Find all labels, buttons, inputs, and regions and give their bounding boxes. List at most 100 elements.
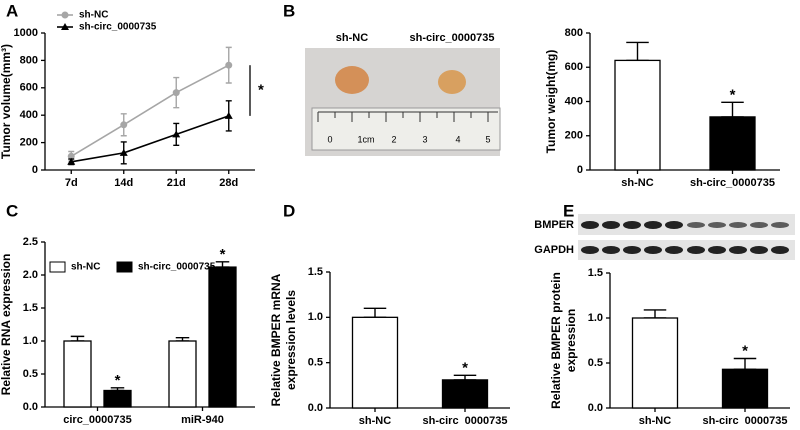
y-tick-label: 0.5	[588, 357, 603, 369]
y-tick-label: 600	[20, 82, 38, 94]
marker	[61, 23, 69, 30]
panel-letter: D	[283, 201, 295, 220]
annotation: *	[258, 82, 264, 99]
ruler-label: 3	[422, 134, 427, 144]
x-tick-label: sh-circ_0000735	[702, 415, 787, 425]
ruler-label: 4	[455, 134, 460, 144]
error-bar	[363, 307, 387, 319]
bar	[63, 340, 92, 408]
y-tick-label: 1.5	[588, 267, 603, 279]
bar	[103, 389, 132, 408]
value-annotation: *	[115, 372, 121, 389]
legend-swatch	[116, 261, 133, 273]
y-tick-label: 0.5	[23, 368, 38, 380]
y-tick-label: 0	[32, 164, 38, 176]
marker	[119, 148, 128, 156]
blot-label: GAPDH	[534, 244, 574, 256]
marker	[225, 61, 233, 69]
blot-label: BMPER	[534, 219, 574, 231]
x-tick-label: sh-circ_0000735	[690, 177, 775, 189]
bar	[168, 340, 197, 408]
x-tick-label: sh-NC	[359, 415, 391, 425]
y-tick-label: 1.5	[308, 266, 323, 278]
bar	[614, 59, 661, 171]
x-tick-label: 21d	[167, 177, 186, 189]
ruler-label: 2	[391, 134, 396, 144]
marker	[67, 152, 75, 160]
y-tick-label: 0.0	[588, 402, 603, 414]
bar	[709, 116, 756, 171]
y-axis-label: Relative BMPER mRNA	[269, 273, 283, 406]
legend-label: sh-NC	[71, 262, 100, 273]
legend-swatch	[49, 261, 66, 273]
photo-label: sh-circ_0000735	[409, 32, 494, 44]
value-annotation: *	[730, 86, 736, 103]
y-tick-label: 1.0	[308, 311, 323, 323]
bar	[441, 379, 489, 409]
marker	[172, 130, 181, 138]
x-tick-label: sh-NC	[639, 415, 671, 425]
bar	[721, 368, 769, 409]
y-tick-label: 800	[565, 27, 583, 39]
y-tick-label: 600	[565, 61, 583, 73]
marker	[172, 89, 180, 97]
legend-label: sh-NC	[79, 10, 108, 21]
y-tick-label: 1000	[14, 27, 38, 39]
y-tick-label: 2.5	[23, 236, 38, 248]
y-tick-label: 400	[20, 109, 38, 121]
ruler-label: 0	[327, 134, 332, 144]
y-tick-label: 800	[20, 54, 38, 66]
x-tick-label: 14d	[114, 177, 133, 189]
x-tick-label: sh-NC	[621, 177, 653, 189]
panel-letter: A	[6, 1, 18, 20]
marker	[61, 11, 69, 19]
error-bar	[721, 101, 744, 118]
tumor-photo	[305, 48, 501, 156]
error-bar	[733, 357, 757, 370]
ruler-label: 5	[485, 134, 490, 144]
y-tick-label: 1.0	[23, 335, 38, 347]
y-tick-label: 2.0	[23, 269, 38, 281]
y-tick-label: 0	[577, 164, 583, 176]
x-tick-label: sh-circ_0000735	[422, 415, 507, 425]
error-bar	[626, 41, 649, 62]
y-tick-label: 200	[20, 137, 38, 149]
y-tick-label: 0.5	[308, 357, 323, 369]
line	[70, 64, 230, 157]
y-tick-label: 400	[565, 95, 583, 107]
legend-label: sh-circ_0000735	[138, 262, 216, 273]
x-tick-label: miR-940	[181, 414, 224, 425]
y-tick-label: 1.0	[588, 312, 603, 324]
value-annotation: *	[742, 342, 748, 359]
y-tick-label: 200	[565, 130, 583, 142]
y-axis-label: Relative RNA expression	[0, 254, 13, 396]
panel-letter: C	[6, 201, 18, 220]
error-bar	[70, 335, 85, 342]
y-tick-label: 1.5	[23, 302, 38, 314]
line	[71, 115, 230, 163]
western-blot	[578, 214, 795, 260]
y-axis-label: expression levels	[284, 290, 298, 390]
panel-letter: B	[283, 1, 295, 20]
y-axis-label: Tumor volume(mm³)	[0, 44, 13, 159]
bar	[631, 317, 679, 409]
error-bar	[643, 309, 667, 319]
value-annotation: *	[462, 359, 468, 376]
y-tick-label: 0.0	[23, 401, 38, 413]
photo-label: sh-NC	[336, 32, 368, 44]
x-tick-label: 7d	[65, 177, 78, 189]
x-tick-label: circ_0000735	[63, 414, 132, 425]
marker	[67, 157, 76, 165]
value-annotation: *	[220, 246, 226, 263]
y-axis-label: Tumor weight(mg)	[544, 50, 558, 154]
x-tick-label: 28d	[219, 177, 238, 189]
y-axis-label: expression	[564, 309, 578, 372]
panel-letter: E	[563, 201, 574, 220]
legend-label: sh-circ_0000735	[79, 22, 157, 33]
marker	[224, 111, 233, 119]
y-tick-label: 0.0	[308, 402, 323, 414]
y-axis-label: Relative BMPER protein	[549, 272, 563, 409]
bar	[208, 266, 237, 408]
bar	[351, 316, 399, 409]
